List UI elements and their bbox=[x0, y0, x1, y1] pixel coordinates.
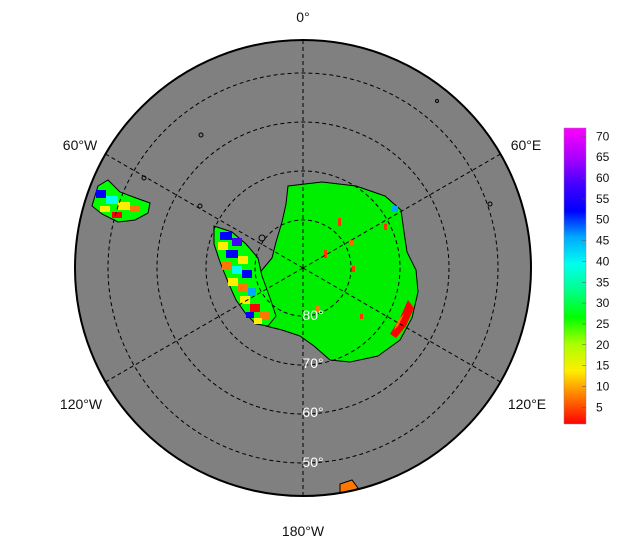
colorbar-tick-label: 70 bbox=[596, 129, 610, 143]
colorbar-tick-label: 55 bbox=[596, 192, 610, 206]
antarctic-peninsula bbox=[213, 225, 277, 327]
antarctica-landmass bbox=[245, 181, 419, 363]
colorbar-tick-label: 45 bbox=[596, 234, 610, 248]
colorbar-tick-label: 65 bbox=[596, 150, 610, 164]
colorbar-tick-label: 10 bbox=[596, 379, 610, 393]
lon-label-top: 0° bbox=[296, 9, 309, 25]
colorbar: 70 65 60 55 50 45 40 35 30 25 20 15 10 5 bbox=[563, 127, 610, 425]
colorbar-tick-label: 30 bbox=[596, 296, 610, 310]
tiny-island bbox=[435, 99, 439, 103]
tiny-island bbox=[198, 132, 204, 138]
latitude-gridlines bbox=[107, 72, 499, 464]
colorbar-tick-label: 20 bbox=[596, 338, 610, 352]
colorbar-tick-label: 35 bbox=[596, 275, 610, 289]
longitude-gridlines bbox=[105, 40, 501, 496]
lon-label-upper-right: 60°E bbox=[511, 137, 542, 153]
lat-label-70: 70° bbox=[302, 355, 323, 371]
colorbar-tick-label: 50 bbox=[596, 213, 610, 227]
lat-label-50: 50° bbox=[302, 454, 323, 470]
south-america-tip bbox=[91, 179, 151, 223]
map-border bbox=[74, 39, 532, 497]
colorbar-tick-label: 60 bbox=[596, 171, 610, 185]
lon-label-lower-right: 120°E bbox=[508, 396, 546, 412]
lon-label-upper-left: 60°W bbox=[63, 137, 98, 153]
lat-label-80: 80° bbox=[302, 307, 323, 323]
colorbar-tick-label: 40 bbox=[596, 254, 610, 268]
lat-label-60: 60° bbox=[302, 404, 323, 420]
colorbar-gradient bbox=[563, 127, 587, 425]
colorbar-tick-label: 15 bbox=[596, 359, 610, 373]
lon-label-lower-left: 120°W bbox=[60, 396, 103, 412]
tiny-island bbox=[487, 201, 493, 207]
colorbar-tick-label: 25 bbox=[596, 317, 610, 331]
colorbar-ticks: 70 65 60 55 50 45 40 35 30 25 20 15 10 5 bbox=[582, 129, 610, 414]
colorbar-tick-label: 5 bbox=[596, 400, 603, 414]
lon-label-bottom: 180°W bbox=[282, 523, 325, 539]
